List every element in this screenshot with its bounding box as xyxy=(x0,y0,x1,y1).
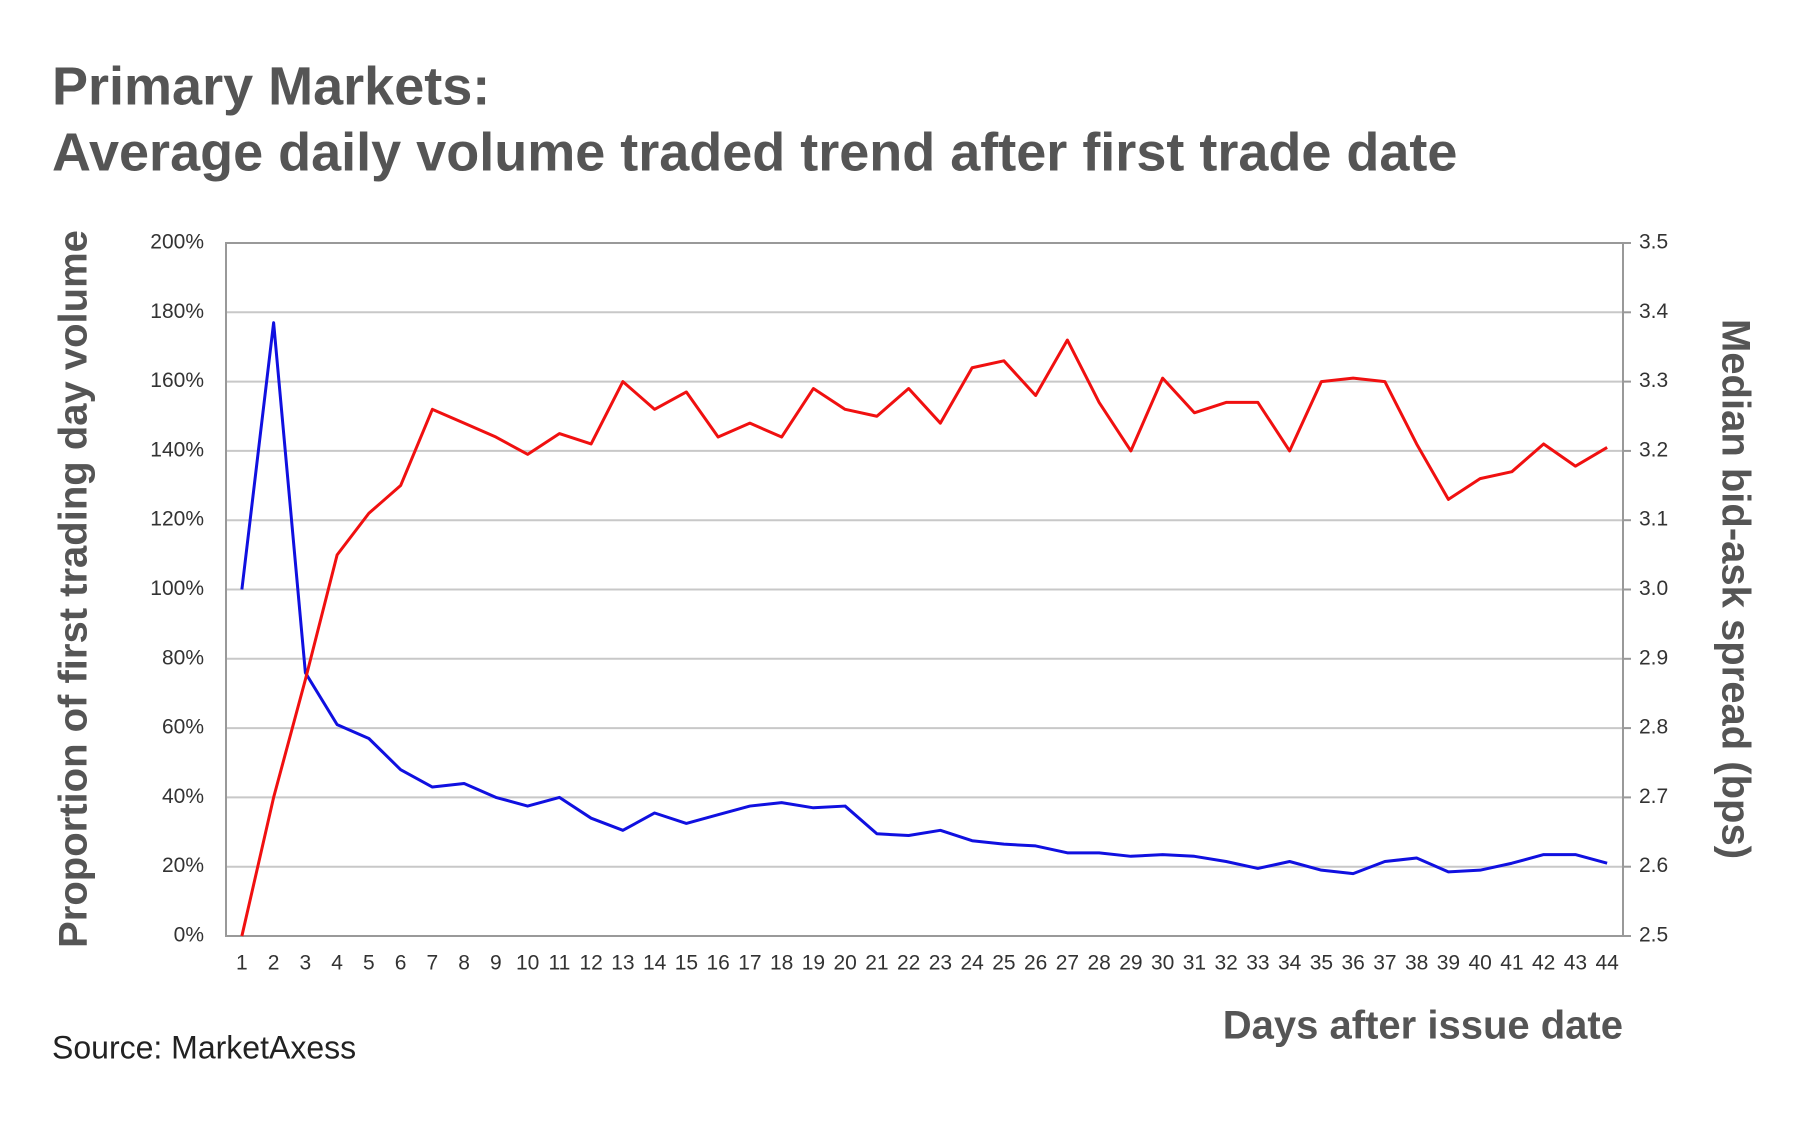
x-tick-label: 16 xyxy=(706,952,729,975)
x-tick-label: 36 xyxy=(1341,952,1364,975)
x-tick-label: 41 xyxy=(1500,952,1523,975)
y2-tick-label: 2.9 xyxy=(1639,646,1668,669)
x-tick-label: 28 xyxy=(1087,952,1110,975)
y2-axis-label: Median bid-ask spread (bps) xyxy=(1713,319,1757,859)
y2-tick-label: 3.2 xyxy=(1639,438,1668,461)
x-tick-label: 24 xyxy=(960,952,984,975)
x-tick-label: 5 xyxy=(363,952,375,975)
x-tick-label: 14 xyxy=(643,952,667,975)
y-tick-label: 120% xyxy=(150,508,204,531)
y-tick-label: 40% xyxy=(162,785,204,808)
y-tick-label: 20% xyxy=(162,854,204,877)
plot-frame xyxy=(225,242,1624,937)
source: Source: MarketAxess xyxy=(52,1029,356,1065)
x-tick-label: 29 xyxy=(1119,952,1142,975)
x-tick-label: 37 xyxy=(1373,952,1396,975)
x-tick-label: 10 xyxy=(516,952,539,975)
x-tick-label: 30 xyxy=(1151,952,1174,975)
y2-tick-label: 2.8 xyxy=(1639,716,1668,739)
x-tick-label: 11 xyxy=(548,952,570,975)
x-tick-label: 15 xyxy=(675,952,698,975)
x-tick-label: 40 xyxy=(1468,952,1491,975)
x-tick-label: 20 xyxy=(833,952,856,975)
x-tick-label: 32 xyxy=(1214,952,1237,975)
x-tick-label: 27 xyxy=(1056,952,1079,975)
series-line xyxy=(240,321,1608,876)
y2-tick-label: 2.6 xyxy=(1639,854,1668,877)
chart-title: Primary Markets: xyxy=(52,56,490,116)
x-tick-label: 25 xyxy=(992,952,1015,975)
x-tick-label: 39 xyxy=(1437,952,1460,975)
x-tick-label: 9 xyxy=(490,952,502,975)
y2-tick-label: 3.4 xyxy=(1639,300,1669,323)
y2-tick-label: 3.0 xyxy=(1639,577,1668,600)
x-tick-label: 6 xyxy=(395,952,407,975)
x-axis-label: Days after issue date xyxy=(1223,1004,1623,1048)
x-tick-label: 44 xyxy=(1595,952,1619,975)
x-tick-label: 38 xyxy=(1405,952,1428,975)
x-tick-label: 12 xyxy=(579,952,602,975)
y-tick-label: 160% xyxy=(150,369,204,392)
x-tick-label: 8 xyxy=(458,952,470,975)
x-tick-label: 7 xyxy=(427,952,439,975)
y-axis-label: Proportion of first trading day volume xyxy=(52,230,96,948)
y2-tick-label: 2.7 xyxy=(1639,785,1668,808)
x-tick-label: 18 xyxy=(770,952,793,975)
y-tick-label: 180% xyxy=(150,300,204,323)
y-tick-label: 80% xyxy=(162,646,204,669)
x-tick-label: 35 xyxy=(1310,952,1333,975)
x-tick-label: 33 xyxy=(1246,952,1269,975)
x-tick-label: 43 xyxy=(1564,952,1587,975)
series-line xyxy=(240,338,1608,937)
y-tick-label: 60% xyxy=(162,716,204,739)
y2-tick-label: 3.3 xyxy=(1639,369,1668,392)
x-tick-label: 34 xyxy=(1278,952,1302,975)
x-tick-label: 31 xyxy=(1183,952,1206,975)
x-tick-label: 4 xyxy=(331,952,343,975)
x-tick-label: 1 xyxy=(236,952,248,975)
y-tick-label: 100% xyxy=(150,577,204,600)
x-tick-label: 17 xyxy=(738,952,761,975)
x-tick-label: 42 xyxy=(1532,952,1555,975)
y2-tick-label: 2.5 xyxy=(1639,924,1668,947)
y-tick-label: 200% xyxy=(150,231,204,254)
x-tick-label: 21 xyxy=(865,952,888,975)
x-tick-label: 19 xyxy=(802,952,825,975)
x-tick-label: 23 xyxy=(929,952,952,975)
x-tick-label: 26 xyxy=(1024,952,1047,975)
x-tick-label: 2 xyxy=(268,952,280,975)
x-tick-label: 13 xyxy=(611,952,634,975)
chart-subtitle: Average daily volume traded trend after … xyxy=(52,122,1457,182)
x-tick-label: 3 xyxy=(300,952,312,975)
y2-tick-label: 3.1 xyxy=(1639,508,1668,531)
y-tick-label: 140% xyxy=(150,438,204,461)
y2-tick-label: 3.5 xyxy=(1639,231,1668,254)
x-tick-label: 22 xyxy=(897,952,920,975)
y-tick-label: 0% xyxy=(174,924,204,947)
